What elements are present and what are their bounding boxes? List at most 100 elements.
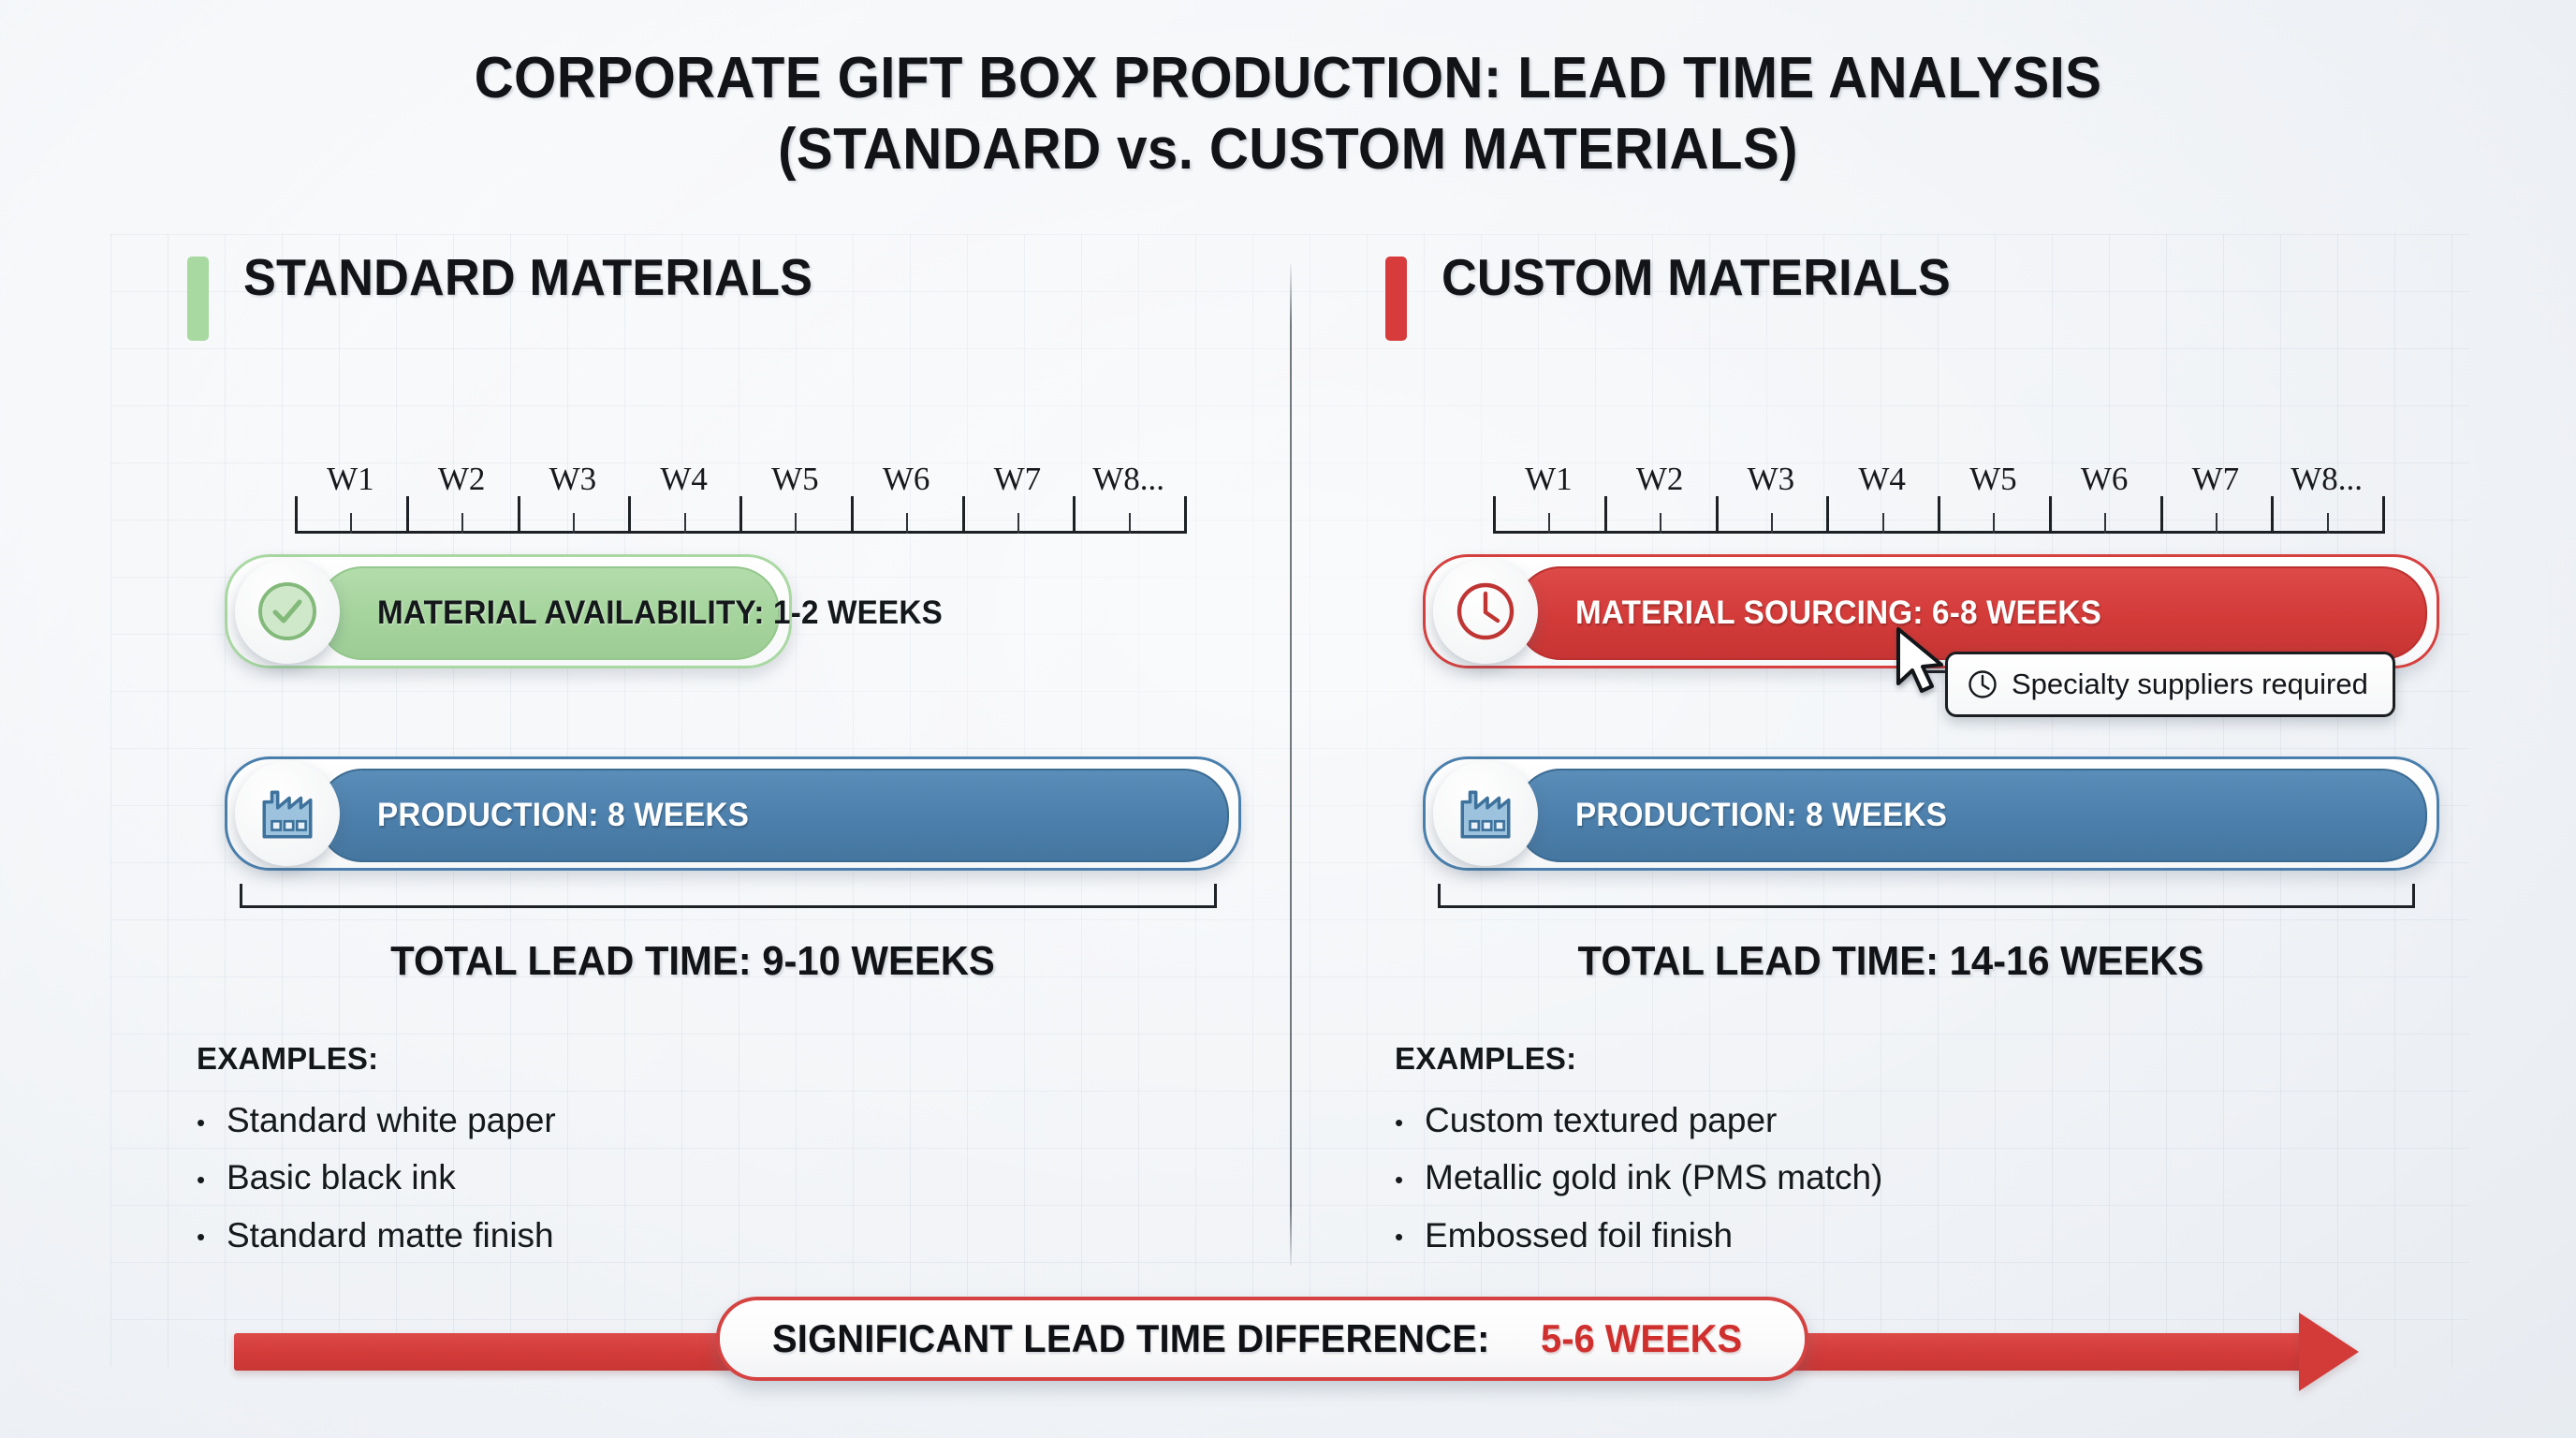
examples-heading-custom: EXAMPLES: [1395,1041,1577,1076]
ruler-tick-major [961,496,965,534]
ruler-tick-label: W4 [660,461,708,497]
ruler-tick-label: W2 [1635,461,1684,497]
ruler-tick-minor [1660,513,1662,534]
ruler-tick-label: W8... [2291,461,2364,497]
panel-title-custom: CUSTOM MATERIALS [1442,248,1951,306]
ruler-tick-label: W7 [993,461,1042,497]
ruler-tick-minor [1017,513,1019,534]
total-bracket-standard [240,884,1217,908]
list-item: Metallic gold ink (PMS match) [1395,1149,1882,1206]
banner-text: SIGNIFICANT LEAD TIME DIFFERENCE: [772,1316,1490,1360]
list-item: Custom textured paper [1395,1092,1882,1149]
ruler-tick-minor [1770,513,1773,534]
check-circle-badge [235,559,340,664]
ruler-tick-label: W1 [1525,461,1573,497]
panel-header-standard: STANDARD MATERIALS [140,245,1245,348]
ruler-tick-label: W6 [2080,461,2129,497]
panel-title-standard: STANDARD MATERIALS [243,248,813,306]
list-item: Standard matte finish [197,1207,556,1264]
total-lead-time-custom: TOTAL LEAD TIME: 14-16 WEEKS [1577,938,2204,984]
ruler-tick-major [739,496,742,534]
examples-standard: EXAMPLES: Standard white paperBasic blac… [197,1041,556,1264]
ruler-tick-minor [572,513,575,534]
bar-fill-production-standard: PRODUCTION: 8 WEEKS [317,769,1229,862]
ruler-tick-label: W2 [437,461,486,497]
mouse-cursor-icon [1896,627,1943,693]
bar-row-production-custom[interactable]: PRODUCTION: 8 WEEKS [1423,756,2439,908]
ruler-tick-label: W8... [1092,461,1165,497]
factory-icon [262,790,313,839]
ruler-tick-major [405,496,409,534]
ruler-tick-major [1184,496,1187,534]
ruler-tick-major [295,496,298,534]
bar-label-production-custom: PRODUCTION: 8 WEEKS [1575,797,1948,833]
title-line-2: (STANDARD vs. CUSTOM MATERIALS) [778,116,1798,182]
tooltip-specialty-suppliers: Specialty suppliers required [1945,652,2395,717]
ruler-tick-major [1938,496,1940,534]
ruler-tick-minor [1993,513,1996,534]
ruler-tick-label: W5 [771,461,819,497]
timeline-ruler-custom: W1 W2 W3 W4 W5 W6 W7 W8... [1493,461,2385,534]
examples-heading-standard: EXAMPLES: [197,1041,379,1076]
ruler-tick-minor [2104,513,2107,534]
ruler-tick-major [1603,496,1607,534]
ruler-tick-major [2271,496,2275,534]
list-item: Embossed foil finish [1395,1207,1882,1264]
bar-shell-production-custom: PRODUCTION: 8 WEEKS [1423,756,2439,871]
check-circle-icon [258,582,316,640]
tooltip-text: Specialty suppliers required [2012,668,2368,700]
clock-icon [1969,670,1997,698]
ruler-tick-minor [2215,513,2217,534]
ruler-tick-label: W1 [327,461,374,497]
ruler-tick-minor [350,513,353,534]
bar-row-material-availability[interactable]: MATERIAL AVAILABILITY: 1-2 WEEKS [225,554,943,668]
ruler-tick-label: W6 [882,461,930,497]
bar-label-production-standard: PRODUCTION: 8 WEEKS [377,797,750,833]
factory-badge-standard [235,761,340,866]
clock-icon [1456,582,1515,640]
arrow-head-icon [2299,1313,2359,1391]
ruler-tick-label: W3 [1747,461,1795,497]
ruler-tick-major [1493,496,1496,534]
ruler-tick-label: W4 [1858,461,1906,497]
ruler-tick-major [2159,496,2163,534]
ruler-tick-minor [2326,513,2329,534]
page-title: CORPORATE GIFT BOX PRODUCTION: LEAD TIME… [78,43,2499,184]
bar-label-material-sourcing: MATERIAL SOURCING: 6-8 WEEKS [1575,594,2101,631]
bar-shell-material-availability: MATERIAL AVAILABILITY: 1-2 WEEKS [225,554,943,668]
ruler-tick-major [1715,496,1719,534]
lead-time-difference-banner: SIGNIFICANT LEAD TIME DIFFERENCE: 5-6 WE… [716,1297,1809,1381]
ruler-tick-major [2048,496,2052,534]
clock-badge-custom [1433,559,1538,664]
total-bracket-custom [1438,884,2415,908]
ruler-labels-standard: W1 W2 W3 W4 W5 W6 W7 W8... [295,461,1184,497]
ruler-tick-minor [461,513,464,534]
banner-highlight: 5-6 WEEKS [1540,1316,1742,1360]
accent-bar-standard [187,257,209,341]
title-line-1: CORPORATE GIFT BOX PRODUCTION: LEAD TIME… [474,46,2102,110]
accent-bar-custom [1385,257,1407,341]
timeline-ruler-standard: W1 W2 W3 W4 W5 W6 W7 W8... [295,461,1187,534]
panel-standard-materials: STANDARD MATERIALS W1 W2 W3 W4 W5 W6 W7 W8... M… [140,245,1245,1255]
ruler-tick-major [1826,496,1830,534]
factory-badge-custom [1433,761,1538,866]
panel-custom-materials: CUSTOM MATERIALS W1 W2 W3 W4 W5 W6 W7 W8... MAT… [1339,245,2443,1255]
ruler-tick-label: W7 [2191,461,2240,497]
factory-icon [1460,790,1511,839]
bar-fill-production-custom: PRODUCTION: 8 WEEKS [1515,769,2427,862]
ruler-tick-major [628,496,632,534]
ruler-tick-minor [683,513,686,534]
ruler-tick-label: W3 [549,461,597,497]
ruler-tick-minor [1881,513,1884,534]
examples-list-standard: Standard white paperBasic black inkStand… [197,1092,556,1264]
bar-row-production-standard[interactable]: PRODUCTION: 8 WEEKS [225,756,1241,908]
ruler-tick-minor [1548,513,1551,534]
panel-divider [1290,264,1292,1266]
ruler-tick-major [2382,496,2385,534]
ruler-tick-major [517,496,520,534]
list-item: Basic black ink [197,1149,556,1206]
panel-header-custom: CUSTOM MATERIALS [1339,245,2443,348]
bar-label-material-availability: MATERIAL AVAILABILITY: 1-2 WEEKS [377,594,943,631]
ruler-tick-major [850,496,854,534]
